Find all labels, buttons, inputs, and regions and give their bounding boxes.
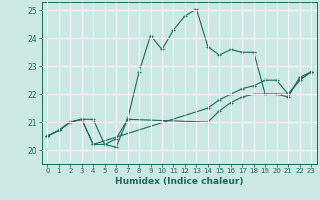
X-axis label: Humidex (Indice chaleur): Humidex (Indice chaleur) [115,177,244,186]
